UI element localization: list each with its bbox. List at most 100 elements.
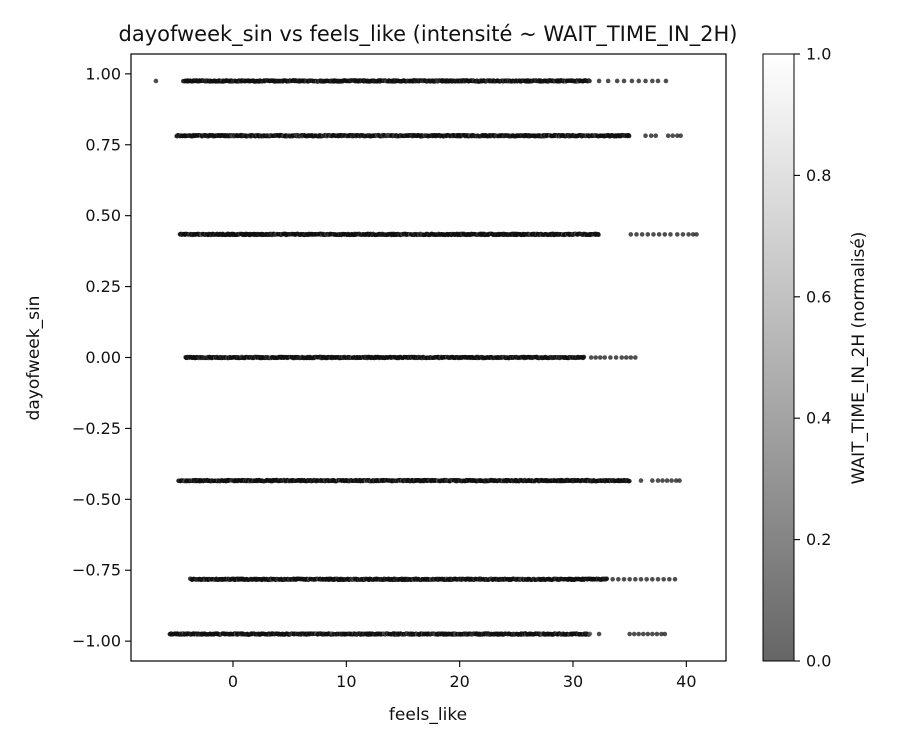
data-point — [588, 355, 594, 360]
data-point — [628, 355, 634, 360]
data-point — [587, 78, 592, 84]
data-point — [694, 232, 699, 237]
data-point — [644, 577, 649, 582]
data-point — [677, 478, 682, 483]
data-point — [655, 577, 661, 582]
x-tick-label: 40 — [676, 672, 696, 691]
data-point — [619, 355, 625, 360]
data-point — [690, 232, 696, 237]
x-axis-label: feels_like — [389, 705, 467, 725]
data-point — [686, 232, 691, 237]
y-tick-label: 1.00 — [85, 64, 121, 83]
data-point — [662, 232, 668, 237]
data-point — [680, 232, 686, 237]
data-point — [643, 133, 648, 138]
data-point — [633, 577, 638, 582]
data-point — [663, 78, 669, 84]
data-point — [650, 631, 655, 637]
data-point — [153, 78, 159, 84]
data-point — [621, 577, 627, 582]
data-point — [668, 232, 673, 237]
data-point — [650, 577, 655, 582]
y-tick-label: −1.00 — [72, 632, 121, 651]
data-point — [674, 232, 680, 237]
data-point — [627, 631, 632, 637]
data-point — [660, 478, 665, 483]
colorbar-tick-label: 0.0 — [806, 652, 831, 671]
data-point — [648, 133, 654, 138]
data-point — [665, 133, 671, 138]
data-point — [661, 577, 666, 582]
y-axis: −1.00 −0.75 −0.50 −0.25 0.00 0.25 0.50 0.75 1.00 — [72, 64, 131, 651]
data-point — [636, 78, 642, 84]
data-point — [597, 355, 603, 360]
data-point — [662, 631, 668, 637]
colorbar — [762, 53, 795, 662]
y-tick-label: −0.25 — [72, 419, 121, 438]
data-point — [627, 577, 632, 582]
chart-title: dayofweek_sin vs feels_like (intensité ~… — [119, 22, 738, 47]
data-point — [650, 478, 655, 483]
data-point — [672, 577, 678, 582]
x-tick-label: 20 — [449, 672, 469, 691]
data-point — [669, 478, 674, 483]
data-point — [640, 631, 646, 637]
data-point — [602, 355, 608, 360]
data-point — [616, 577, 621, 582]
data-point — [673, 478, 679, 483]
y-tick-label: 0.25 — [85, 277, 121, 296]
data-point — [629, 78, 635, 84]
y-tick-label: −0.50 — [72, 490, 121, 509]
data-point — [639, 232, 645, 237]
data-point — [623, 355, 629, 360]
data-point — [670, 133, 676, 138]
data-point — [604, 576, 610, 581]
data-point — [627, 478, 632, 484]
x-tick-label: 10 — [336, 672, 356, 691]
data-point — [645, 631, 651, 637]
data-point — [638, 577, 644, 582]
data-point — [628, 232, 634, 237]
data-point — [650, 78, 655, 84]
colorbar-tick-label: 0.2 — [806, 530, 831, 549]
data-point — [627, 133, 632, 139]
data-point — [638, 478, 644, 483]
y-tick-label: 0.75 — [85, 135, 121, 154]
colorbar-axis: 0.0 0.2 0.4 0.6 0.8 1.0 — [794, 45, 831, 671]
data-point — [593, 355, 598, 360]
data-point — [581, 354, 587, 360]
points-layer — [153, 78, 699, 637]
data-point — [610, 577, 615, 582]
colorbar-tick-label: 0.8 — [806, 166, 831, 185]
data-point — [596, 232, 601, 238]
data-point — [678, 133, 683, 138]
y-tick-label: 0.50 — [85, 206, 121, 225]
data-point — [643, 78, 648, 84]
data-point — [654, 631, 660, 637]
data-point — [596, 78, 602, 84]
data-point — [655, 478, 661, 483]
colorbar-tick-label: 0.4 — [806, 409, 831, 428]
data-point — [664, 478, 670, 483]
data-point — [587, 631, 593, 636]
y-tick-label: 0.00 — [85, 348, 121, 367]
x-axis: 0 10 20 30 40 — [228, 661, 697, 691]
data-point — [613, 355, 619, 360]
y-axis-label: dayofweek_sin — [24, 296, 44, 421]
data-point — [631, 631, 637, 637]
data-point — [634, 232, 639, 237]
data-point — [636, 631, 642, 637]
data-point — [605, 78, 611, 84]
y-tick-label: −0.75 — [72, 561, 121, 580]
data-point — [656, 232, 662, 237]
colorbar-tick-label: 0.6 — [806, 287, 831, 306]
data-point — [674, 133, 680, 138]
data-point — [645, 232, 651, 237]
data-point — [596, 631, 602, 637]
data-point — [608, 355, 613, 360]
colorbar-tick-label: 1.0 — [806, 45, 831, 64]
data-point — [655, 78, 661, 84]
data-point — [633, 355, 638, 360]
data-point — [614, 78, 620, 84]
